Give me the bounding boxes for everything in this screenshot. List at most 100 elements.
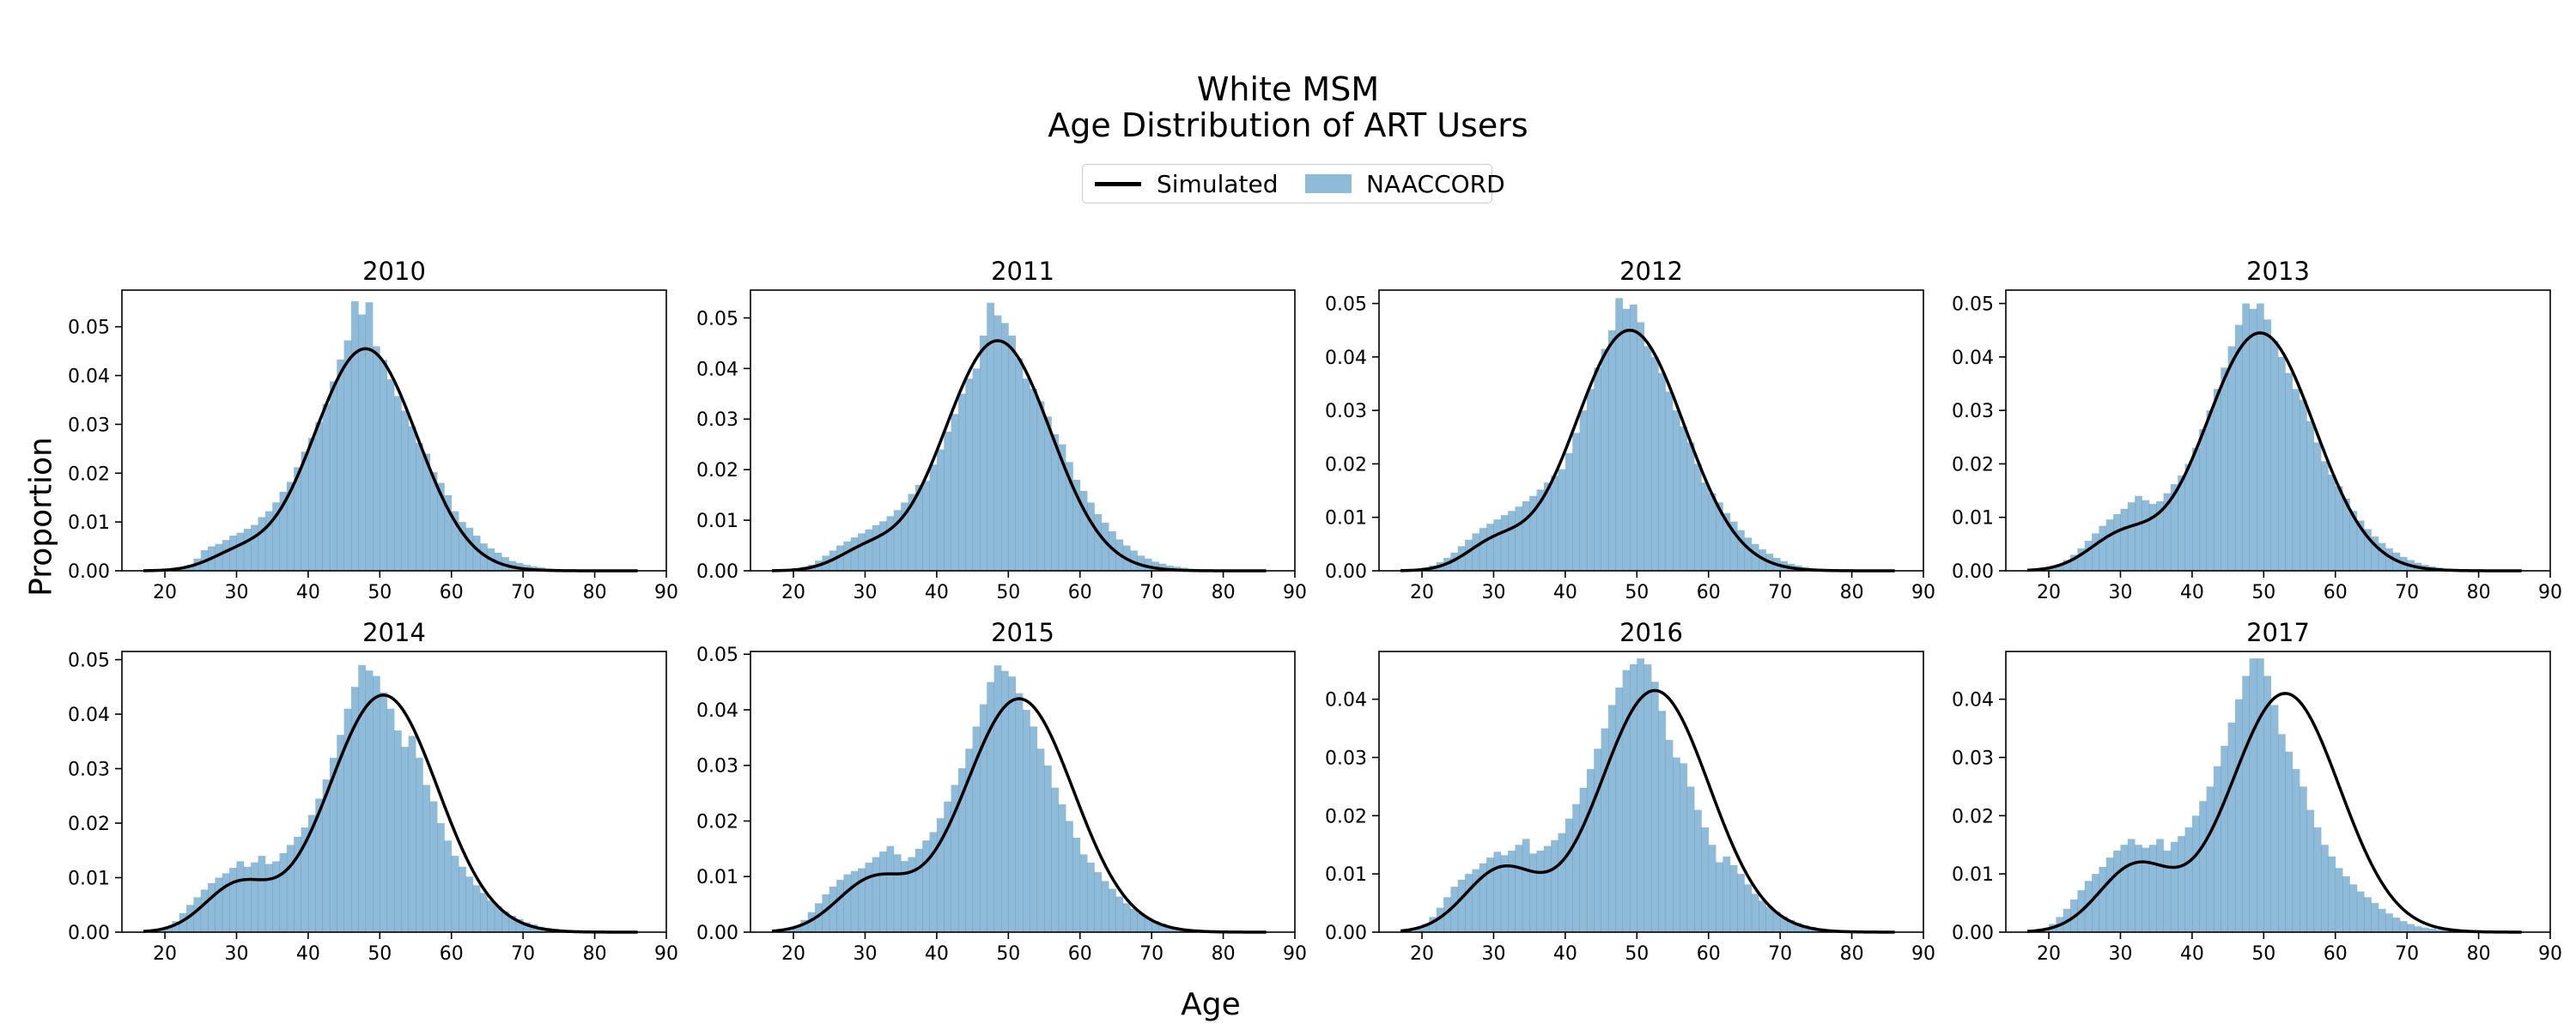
naaccord-bar <box>294 467 301 571</box>
naaccord-bar <box>1087 863 1095 932</box>
naaccord-bar <box>2356 520 2365 571</box>
naaccord-bar <box>1072 837 1081 932</box>
x-tick-label: 50 <box>2251 582 2275 603</box>
naaccord-bar <box>429 472 438 571</box>
naaccord-bar <box>286 482 295 571</box>
naaccord-bar <box>858 533 866 571</box>
x-tick-label: 40 <box>296 582 320 603</box>
x-tick-label: 30 <box>224 582 248 603</box>
naaccord-bar <box>2371 536 2379 571</box>
naaccord-bar <box>929 832 938 932</box>
x-tick-label: 40 <box>2180 582 2204 603</box>
x-tick-label: 40 <box>296 943 320 965</box>
y-tick-label: 0.04 <box>1325 690 1367 712</box>
naaccord-bar <box>1744 884 1753 932</box>
naaccord-bar <box>2399 921 2408 932</box>
x-tick-label: 70 <box>511 582 535 603</box>
y-tick-label: 0.05 <box>1952 294 1994 316</box>
naaccord-bar <box>337 359 344 571</box>
naaccord-bar <box>465 527 474 571</box>
axes-frame <box>1378 651 1924 933</box>
x-tick-label: 60 <box>1697 943 1721 965</box>
naaccord-bar <box>886 845 895 932</box>
naaccord-bar <box>1737 530 1745 571</box>
naaccord-bar <box>893 854 902 932</box>
x-axis-label: Age <box>1181 987 1241 1022</box>
naaccord-bar <box>836 545 844 571</box>
x-tick-label: 40 <box>925 582 949 603</box>
naaccord-bar <box>1000 323 1009 571</box>
naaccord-bar <box>1450 887 1459 932</box>
naaccord-bar <box>465 876 474 932</box>
y-tick-label: 0.05 <box>696 645 738 666</box>
y-tick-label: 0.04 <box>68 367 110 388</box>
x-tick-label: 40 <box>1553 582 1577 603</box>
naaccord-bar <box>1493 851 1502 932</box>
naaccord-bar <box>501 911 509 932</box>
naaccord-bar <box>416 757 423 932</box>
naaccord-bar <box>2321 845 2329 932</box>
x-tick-label: 90 <box>1283 582 1307 603</box>
naaccord-bar <box>459 866 466 932</box>
naaccord-bar <box>1629 304 1637 571</box>
subplot-2013: 20 30 40 50 60 70 80 90 0.00 0.01 0.02 0.03 0.04 0.05… <box>1952 257 2562 603</box>
naaccord-bar <box>1673 757 1680 932</box>
x-tick-label: 20 <box>1410 943 1434 965</box>
y-tick-label: 0.02 <box>696 811 738 833</box>
naaccord-bar <box>2306 421 2315 571</box>
naaccord-bar <box>165 926 173 932</box>
naaccord-bar <box>1572 803 1580 932</box>
naaccord-bar <box>2184 464 2193 571</box>
simulated-line <box>2026 692 2522 934</box>
x-tick-label: 30 <box>853 943 877 965</box>
axes-frame <box>2005 289 2551 572</box>
naaccord-bar <box>208 882 216 932</box>
naaccord-bar <box>1729 521 1738 571</box>
naaccord-bar <box>2221 367 2228 571</box>
naaccord-bar <box>472 536 481 571</box>
naaccord-bar <box>307 815 316 932</box>
y-tick-label: 0.01 <box>1952 864 1994 886</box>
subplot-2012: 20 30 40 50 60 70 80 90 0.00 0.01 0.02 0.03 0.04 0.05… <box>1325 257 1935 603</box>
naaccord-bar <box>1457 879 1466 932</box>
naaccord-bar <box>523 922 531 932</box>
naaccord-bar <box>1751 894 1759 932</box>
naaccord-bar <box>1079 490 1088 571</box>
naaccord-bar <box>2278 356 2286 571</box>
naaccord-bar <box>1701 827 1710 932</box>
naaccord-bar <box>1008 336 1017 571</box>
x-tick-label: 50 <box>1625 943 1649 965</box>
naaccord-bar <box>2292 389 2300 571</box>
naaccord-bar <box>372 676 380 932</box>
naaccord-bar <box>2378 908 2386 932</box>
subplot-title: 2010 <box>362 257 426 286</box>
x-tick-label: 30 <box>224 943 248 965</box>
naaccord-bar <box>936 818 945 932</box>
naaccord-bar <box>264 863 273 932</box>
legend: Simulated NAACCORD <box>1082 164 1505 203</box>
naaccord-bar <box>957 393 966 571</box>
y-tick-label: 0.01 <box>696 867 738 888</box>
naaccord-bar <box>872 857 880 932</box>
naaccord-bar <box>1529 495 1537 571</box>
naaccord-bar <box>401 410 410 571</box>
naaccord-bar <box>186 565 194 571</box>
x-tick-label: 90 <box>654 943 678 965</box>
naaccord-bar <box>2213 389 2221 571</box>
naaccord-bar <box>380 692 388 932</box>
naaccord-bar <box>1680 426 1688 571</box>
x-tick-label: 30 <box>2108 943 2132 965</box>
naaccord-bar <box>437 823 445 932</box>
naaccord-bar <box>1686 442 1695 571</box>
naaccord-bar <box>1694 464 1702 571</box>
naaccord-bar <box>1094 514 1103 571</box>
naaccord-bar <box>1794 923 1802 932</box>
naaccord-bar <box>394 730 402 932</box>
naaccord-bar <box>444 494 453 571</box>
naaccord-bar <box>886 516 895 571</box>
y-tick-label: 0.04 <box>696 359 738 380</box>
naaccord-bar <box>786 929 794 932</box>
x-tick-label: 30 <box>1481 943 1505 965</box>
naaccord-bar <box>2105 857 2114 932</box>
